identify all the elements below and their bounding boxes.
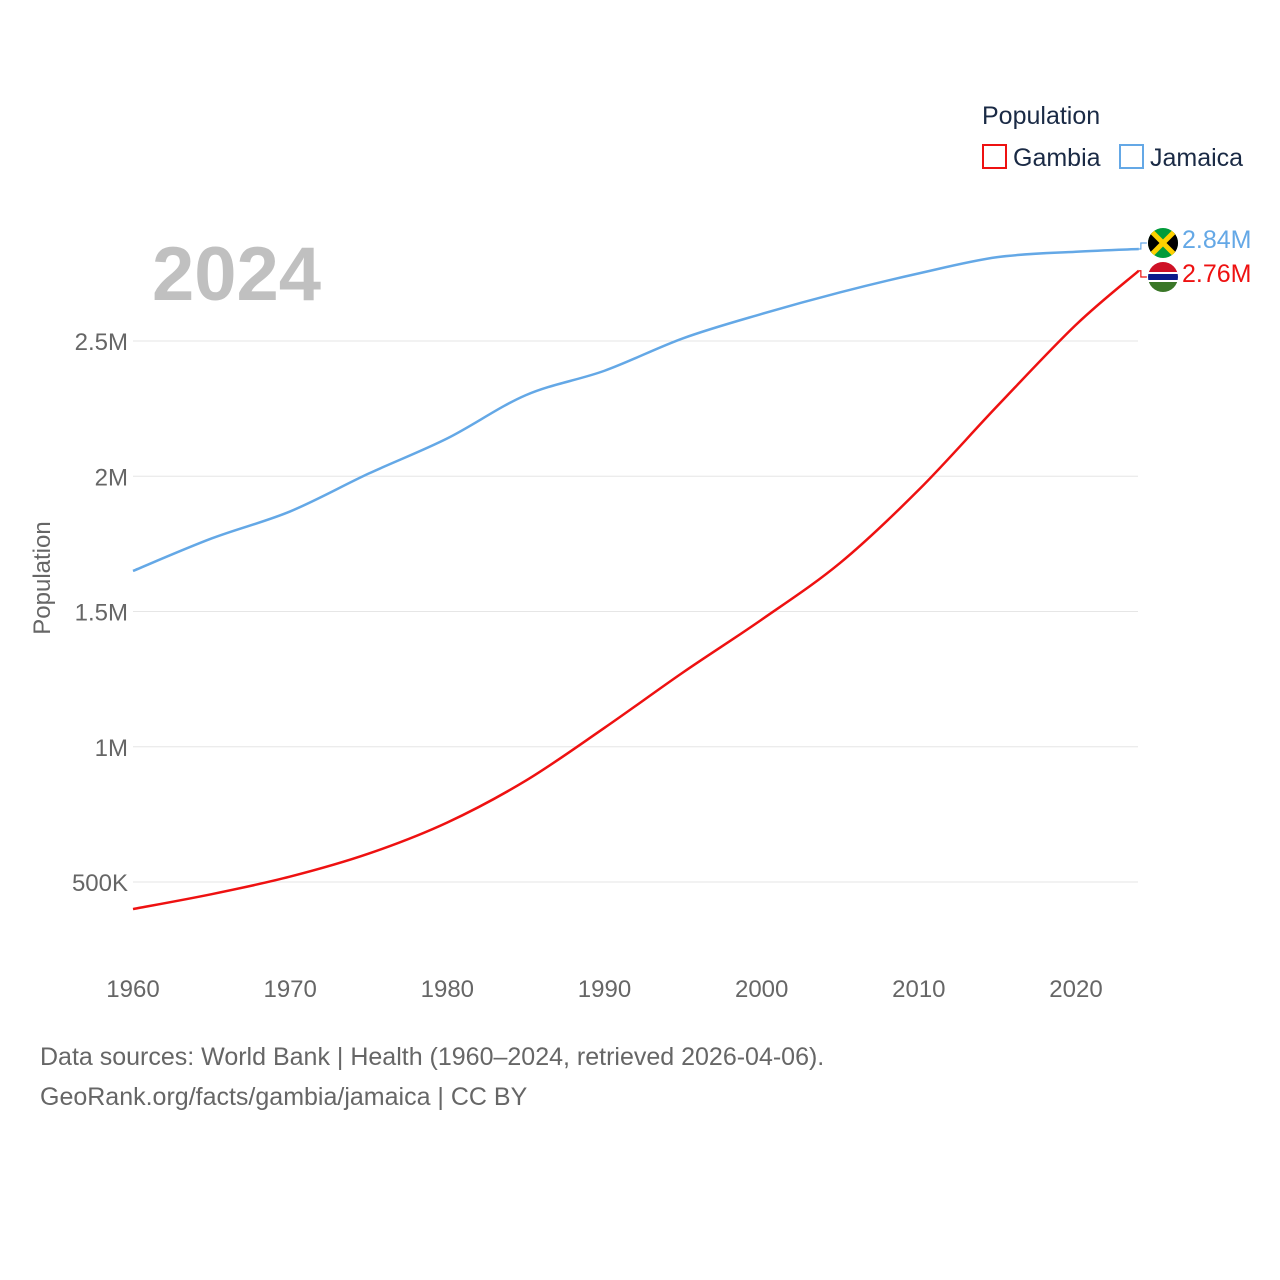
legend-swatch-gambia[interactable] [982, 144, 1007, 169]
x-tick-label: 1970 [263, 976, 316, 1003]
connector-gambia [1138, 270, 1147, 278]
jamaica-flag [1148, 228, 1178, 258]
y-axis-title: Population [29, 521, 56, 634]
x-tick-label: 2010 [892, 976, 945, 1003]
y-tick-label: 1.5M [75, 600, 128, 627]
y-tick-label: 2.5M [75, 329, 128, 356]
x-tick-label: 2000 [735, 976, 788, 1003]
gambia-flag [1148, 262, 1178, 292]
legend-label-jamaica[interactable]: Jamaica [1150, 144, 1243, 172]
y-axis-ticks: 500K 1M 1.5M 2M 2.5M [72, 329, 128, 897]
y-tick-label: 1M [95, 735, 128, 762]
series-line-jamaica[interactable] [132, 247, 1139, 573]
x-tick-label: 1980 [421, 976, 474, 1003]
legend-label-gambia[interactable]: Gambia [1013, 144, 1101, 172]
end-label-jamaica: 2.84M [1182, 226, 1251, 254]
x-axis-ticks: 1960 1970 1980 1990 2000 2010 2020 [106, 976, 1102, 1003]
series-lines [132, 242, 1147, 911]
source-line-2[interactable]: GeoRank.org/facts/gambia/jamaica | CC BY [40, 1083, 528, 1111]
connector-jamaica [1138, 242, 1147, 250]
x-tick-label: 2020 [1049, 976, 1102, 1003]
y-tick-label: 500K [72, 870, 128, 897]
source-line-1: Data sources: World Bank | Health (1960–… [40, 1043, 825, 1071]
legend: Population Gambia Jamaica [982, 102, 1243, 172]
end-label-gambia: 2.76M [1182, 260, 1251, 288]
y-tick-label: 2M [95, 464, 128, 491]
series-line-gambia[interactable] [132, 269, 1140, 911]
gridlines [133, 340, 1138, 883]
legend-title: Population [982, 102, 1100, 130]
x-tick-label: 1960 [106, 976, 159, 1003]
x-tick-label: 1990 [578, 976, 631, 1003]
legend-swatch-jamaica[interactable] [1119, 144, 1144, 169]
year-label: 2024 [152, 232, 321, 317]
